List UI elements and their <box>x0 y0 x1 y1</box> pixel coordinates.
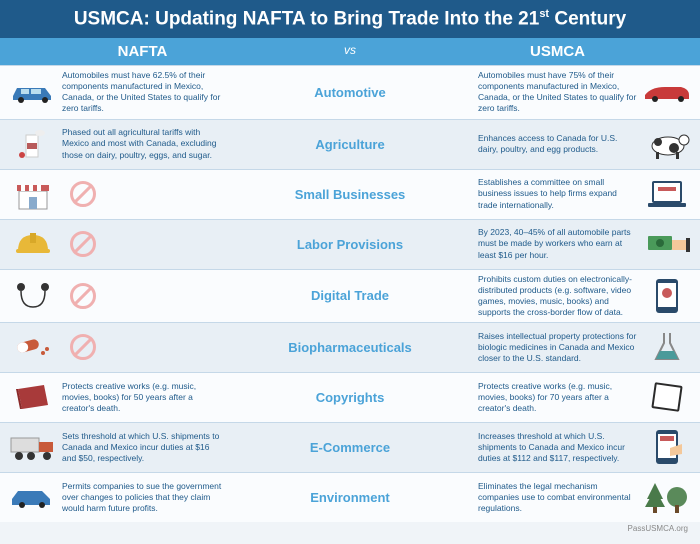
phone-shop-icon <box>642 428 692 466</box>
car-side-icon <box>8 478 58 516</box>
milk-icon <box>8 125 58 163</box>
nafta-cell <box>0 170 285 219</box>
comparison-row: Automobiles must have 62.5% of their com… <box>0 65 700 118</box>
usmca-text: Establishes a committee on small busines… <box>478 177 638 210</box>
nafta-cell <box>0 220 285 269</box>
nafta-text: Sets threshold at which U.S. shipments t… <box>62 431 222 464</box>
usmca-cell: Raises intellectual property protections… <box>415 323 700 372</box>
car-blue-icon <box>8 73 58 111</box>
nafta-text: Phased out all agricultural tariffs with… <box>62 127 222 160</box>
comparison-row: Sets threshold at which U.S. shipments t… <box>0 422 700 472</box>
category-label: Biopharmaceuticals <box>285 340 415 355</box>
usmca-cell: Establishes a committee on small busines… <box>415 170 700 219</box>
usmca-cell: Automobiles must have 75% of their compo… <box>415 66 700 118</box>
usmca-cell: Increases threshold at which U.S. shipme… <box>415 423 700 472</box>
comparison-row: Protects creative works (e.g. music, mov… <box>0 372 700 422</box>
page-title: USMCA: Updating NAFTA to Bring Trade Int… <box>0 0 700 38</box>
nafta-text: Protects creative works (e.g. music, mov… <box>62 381 222 414</box>
comparison-row: Phased out all agricultural tariffs with… <box>0 119 700 169</box>
usmca-text: Automobiles must have 75% of their compo… <box>478 70 638 114</box>
car-red-icon <box>642 73 692 111</box>
footer-attribution: PassUSMCA.org <box>0 522 700 535</box>
usmca-cell: Eliminates the legal mechanism companies… <box>415 473 700 522</box>
category-label: Copyrights <box>285 390 415 405</box>
usmca-cell: Prohibits custom duties on electronicall… <box>415 270 700 322</box>
comparison-row: Small Businesses Establishes a committee… <box>0 169 700 219</box>
usmca-text: By 2023, 40–45% of all automobile parts … <box>478 227 638 260</box>
usmca-header: USMCA <box>415 38 700 65</box>
usmca-cell: Enhances access to Canada for U.S. dairy… <box>415 120 700 169</box>
prohibit-icon <box>58 328 108 366</box>
money-hand-icon <box>642 225 692 263</box>
category-label: Agriculture <box>285 137 415 152</box>
vs-header: vs <box>285 38 415 65</box>
category-label: Automotive <box>285 85 415 100</box>
usmca-text: Enhances access to Canada for U.S. dairy… <box>478 133 638 155</box>
comparison-row: Permits companies to sue the government … <box>0 472 700 522</box>
usmca-cell: Protects creative works (e.g. music, mov… <box>415 373 700 422</box>
nafta-cell: Automobiles must have 62.5% of their com… <box>0 66 285 118</box>
nafta-text: Permits companies to sue the government … <box>62 481 222 514</box>
comparison-row: Digital Trade Prohibits custom duties on… <box>0 269 700 322</box>
usmca-text: Raises intellectual property protections… <box>478 331 638 364</box>
usmca-text: Protects creative works (e.g. music, mov… <box>478 381 638 414</box>
prohibit-icon <box>58 277 108 315</box>
usmca-cell: By 2023, 40–45% of all automobile parts … <box>415 220 700 269</box>
pills-icon <box>8 328 58 366</box>
usmca-text: Increases threshold at which U.S. shipme… <box>478 431 638 464</box>
category-label: Labor Provisions <box>285 237 415 252</box>
category-label: Small Businesses <box>285 187 415 202</box>
nafta-cell: Protects creative works (e.g. music, mov… <box>0 373 285 422</box>
earbuds-icon <box>8 277 58 315</box>
phone-icon <box>642 277 692 315</box>
truck-icon <box>8 428 58 466</box>
nafta-cell: Sets threshold at which U.S. shipments t… <box>0 423 285 472</box>
tablet-icon <box>642 378 692 416</box>
hardhat-icon <box>8 225 58 263</box>
usmca-text: Eliminates the legal mechanism companies… <box>478 481 638 514</box>
nafta-cell <box>0 323 285 372</box>
prohibit-icon <box>58 225 108 263</box>
nafta-cell <box>0 271 285 320</box>
laptop-store-icon <box>642 175 692 213</box>
book-icon <box>8 378 58 416</box>
usmca-text: Prohibits custom duties on electronicall… <box>478 274 638 318</box>
trees-icon <box>642 478 692 516</box>
comparison-row: Labor Provisions By 2023, 40–45% of all … <box>0 219 700 269</box>
nafta-cell: Permits companies to sue the government … <box>0 473 285 522</box>
category-label: E-Commerce <box>285 440 415 455</box>
category-label: Environment <box>285 490 415 505</box>
nafta-text: Automobiles must have 62.5% of their com… <box>62 70 222 114</box>
prohibit-icon <box>58 175 108 213</box>
flask-icon <box>642 328 692 366</box>
cow-icon <box>642 125 692 163</box>
nafta-cell: Phased out all agricultural tariffs with… <box>0 120 285 169</box>
nafta-header: NAFTA <box>0 38 285 65</box>
column-headers: NAFTA vs USMCA <box>0 38 700 65</box>
storefront-icon <box>8 175 58 213</box>
category-label: Digital Trade <box>285 288 415 303</box>
comparison-row: Biopharmaceuticals Raises intellectual p… <box>0 322 700 372</box>
